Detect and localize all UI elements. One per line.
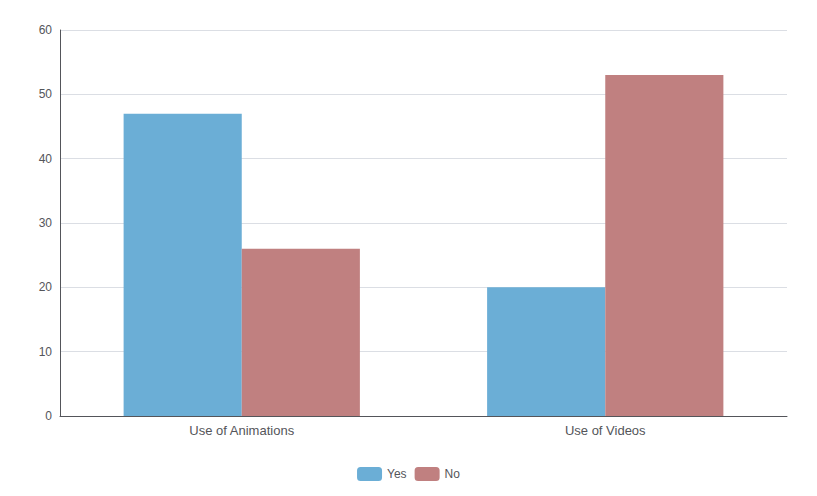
svg-text:Yes: Yes — [387, 467, 407, 481]
svg-text:60: 60 — [39, 23, 53, 37]
svg-text:10: 10 — [39, 345, 53, 359]
svg-text:Use of Animations: Use of Animations — [189, 423, 294, 438]
svg-text:0: 0 — [45, 409, 52, 423]
svg-text:Use of Videos: Use of Videos — [565, 423, 646, 438]
svg-text:40: 40 — [39, 152, 53, 166]
svg-text:20: 20 — [39, 280, 53, 294]
svg-text:30: 30 — [39, 216, 53, 230]
svg-text:No: No — [445, 467, 461, 481]
svg-text:50: 50 — [39, 87, 53, 101]
